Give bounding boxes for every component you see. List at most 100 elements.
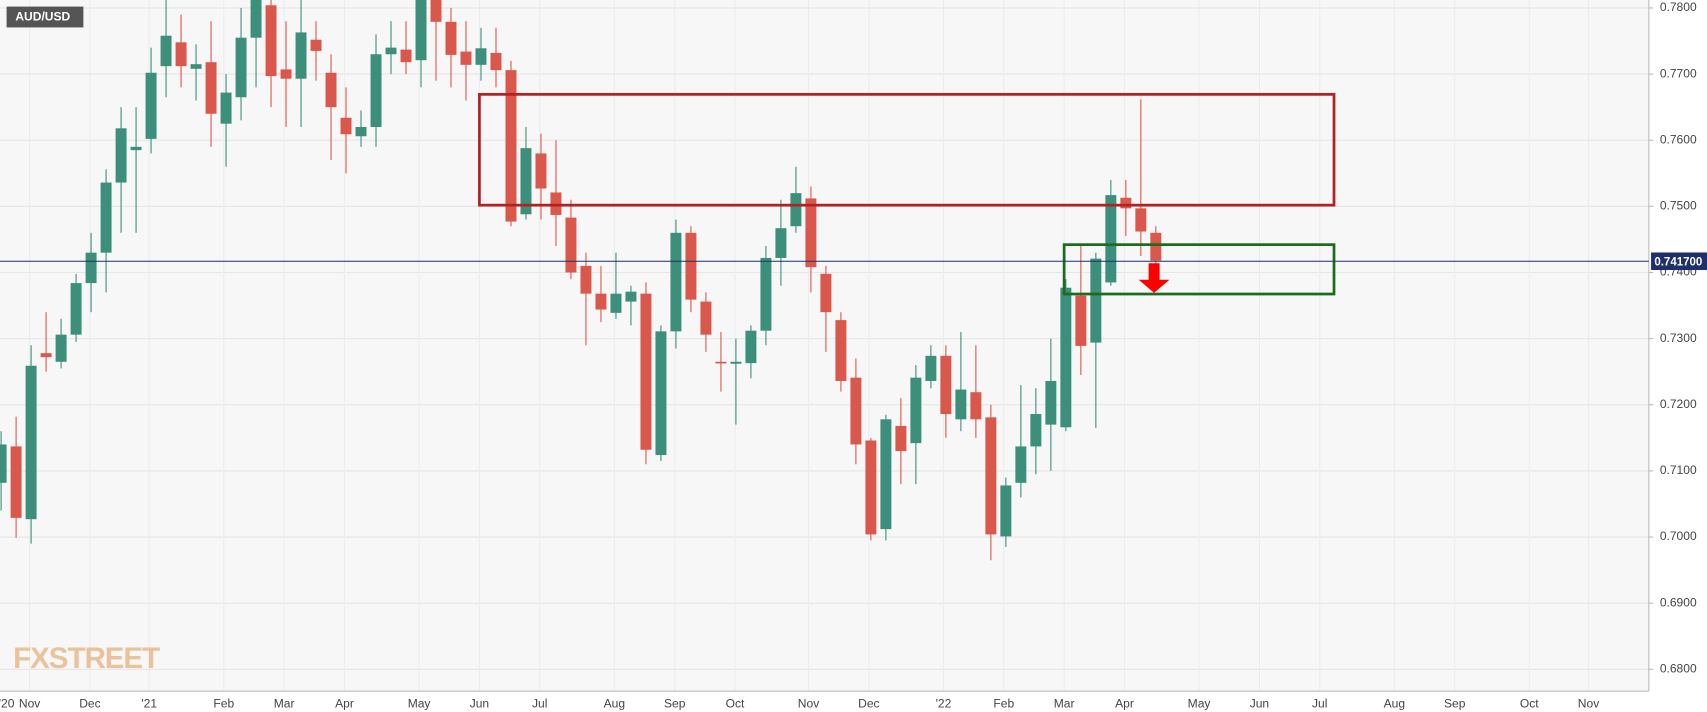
candle-body [295, 32, 307, 79]
candle-body [220, 92, 232, 124]
x-tick-label: May [408, 696, 431, 710]
candle-body [745, 330, 757, 364]
candle-body [1075, 295, 1087, 346]
candle-body [1105, 195, 1117, 283]
candle-body [160, 35, 172, 67]
candle-body [370, 54, 382, 127]
x-tick-label: May [1188, 696, 1211, 710]
candle-body [1045, 380, 1057, 425]
candle-body [895, 425, 907, 452]
candle-body [235, 37, 247, 98]
candle-body [565, 217, 577, 273]
candle-body [430, 0, 442, 22]
candle-body [490, 52, 502, 71]
candle-body [1090, 258, 1102, 343]
candle-body [535, 153, 547, 189]
x-tick-label: Dec [858, 696, 879, 710]
candle-body [250, 0, 262, 38]
candle-body [265, 5, 277, 77]
candle-body [835, 320, 847, 381]
candle-body [145, 72, 157, 139]
candle-body [10, 446, 22, 518]
candle-body [610, 293, 622, 313]
candle-body [0, 444, 7, 483]
candle-body [520, 148, 532, 215]
candle-body [190, 64, 202, 69]
candle-body [670, 232, 682, 332]
overlay [478, 92, 1336, 296]
x-tick-label: Mar [1054, 696, 1075, 710]
x-tick-label: Dec [79, 696, 100, 710]
support-zone [1062, 243, 1336, 296]
x-tick-label: Aug [1384, 696, 1405, 710]
candle-body [355, 126, 367, 137]
candle-body [70, 283, 82, 335]
candle-body [1060, 287, 1072, 428]
x-tick-label: Jul [532, 696, 547, 710]
candle-body [340, 117, 352, 135]
candle-body [1030, 414, 1042, 447]
last-price-box [1651, 252, 1707, 271]
candle-body [25, 365, 37, 520]
candle-body [805, 198, 817, 268]
last-price-label: 0.741700 [1654, 256, 1702, 268]
candle-body [445, 21, 457, 55]
candle-body [505, 70, 517, 222]
candle-body [1135, 208, 1147, 232]
candle-body [1015, 446, 1027, 483]
candle-body [325, 72, 337, 108]
x-tick-label: Nov [1578, 696, 1599, 710]
watermark: FXSTREET [13, 642, 160, 675]
y-tick-label: 0.7300 [1660, 331, 1697, 345]
y-tick-label: 0.6800 [1660, 662, 1697, 676]
y-tick-label: 0.7000 [1660, 529, 1697, 543]
candle-body [970, 392, 982, 420]
candle-body [400, 49, 412, 63]
candle-body [985, 417, 997, 535]
candle-body [655, 331, 667, 456]
y-tick-label: 0.7500 [1660, 199, 1697, 213]
candle-body [685, 232, 697, 300]
x-tick-label: Aug [604, 696, 625, 710]
x-tick-label: Feb [213, 696, 234, 710]
candle-body [415, 0, 427, 61]
y-tick-label: 0.7200 [1660, 397, 1697, 411]
y-tick-label: 0.7600 [1660, 132, 1697, 146]
x-tick-label: '21 [141, 696, 157, 710]
x-tick-label: Feb [993, 696, 1014, 710]
y-tick-label: 0.7700 [1660, 66, 1697, 80]
candle-body [910, 377, 922, 444]
candles [0, 0, 1162, 561]
x-tick-label: Apr [335, 696, 354, 710]
candle-body [700, 301, 712, 335]
candle-body [865, 440, 877, 535]
candle-body [550, 192, 562, 215]
y-tick-label: 0.6900 [1660, 595, 1697, 609]
candle-body [760, 257, 772, 331]
y-tick-label: 0.7800 [1660, 0, 1697, 14]
candle-body [820, 273, 832, 313]
x-tick-label: Mar [274, 696, 295, 710]
x-tick-label: Sep [664, 696, 686, 710]
candle-body [280, 69, 292, 79]
down-arrow [1138, 263, 1170, 293]
candle-body [55, 334, 67, 362]
resistance-zone [478, 92, 1336, 207]
candle-body [115, 128, 127, 183]
candle-body [175, 42, 187, 67]
candle-body [955, 389, 967, 420]
x-tick-label: Sep [1444, 696, 1466, 710]
candle-body [475, 48, 487, 65]
candle-body [595, 293, 607, 310]
candle-body [850, 377, 862, 445]
symbol: AUD/USD [15, 10, 70, 24]
candle-body [1150, 232, 1162, 261]
candle-body [1000, 485, 1012, 537]
x-tick-label: Nov [19, 696, 40, 710]
candle-body [775, 228, 787, 258]
x-tick-label: Oct [726, 696, 745, 710]
candle-body [640, 293, 652, 450]
candle-body [85, 252, 97, 284]
